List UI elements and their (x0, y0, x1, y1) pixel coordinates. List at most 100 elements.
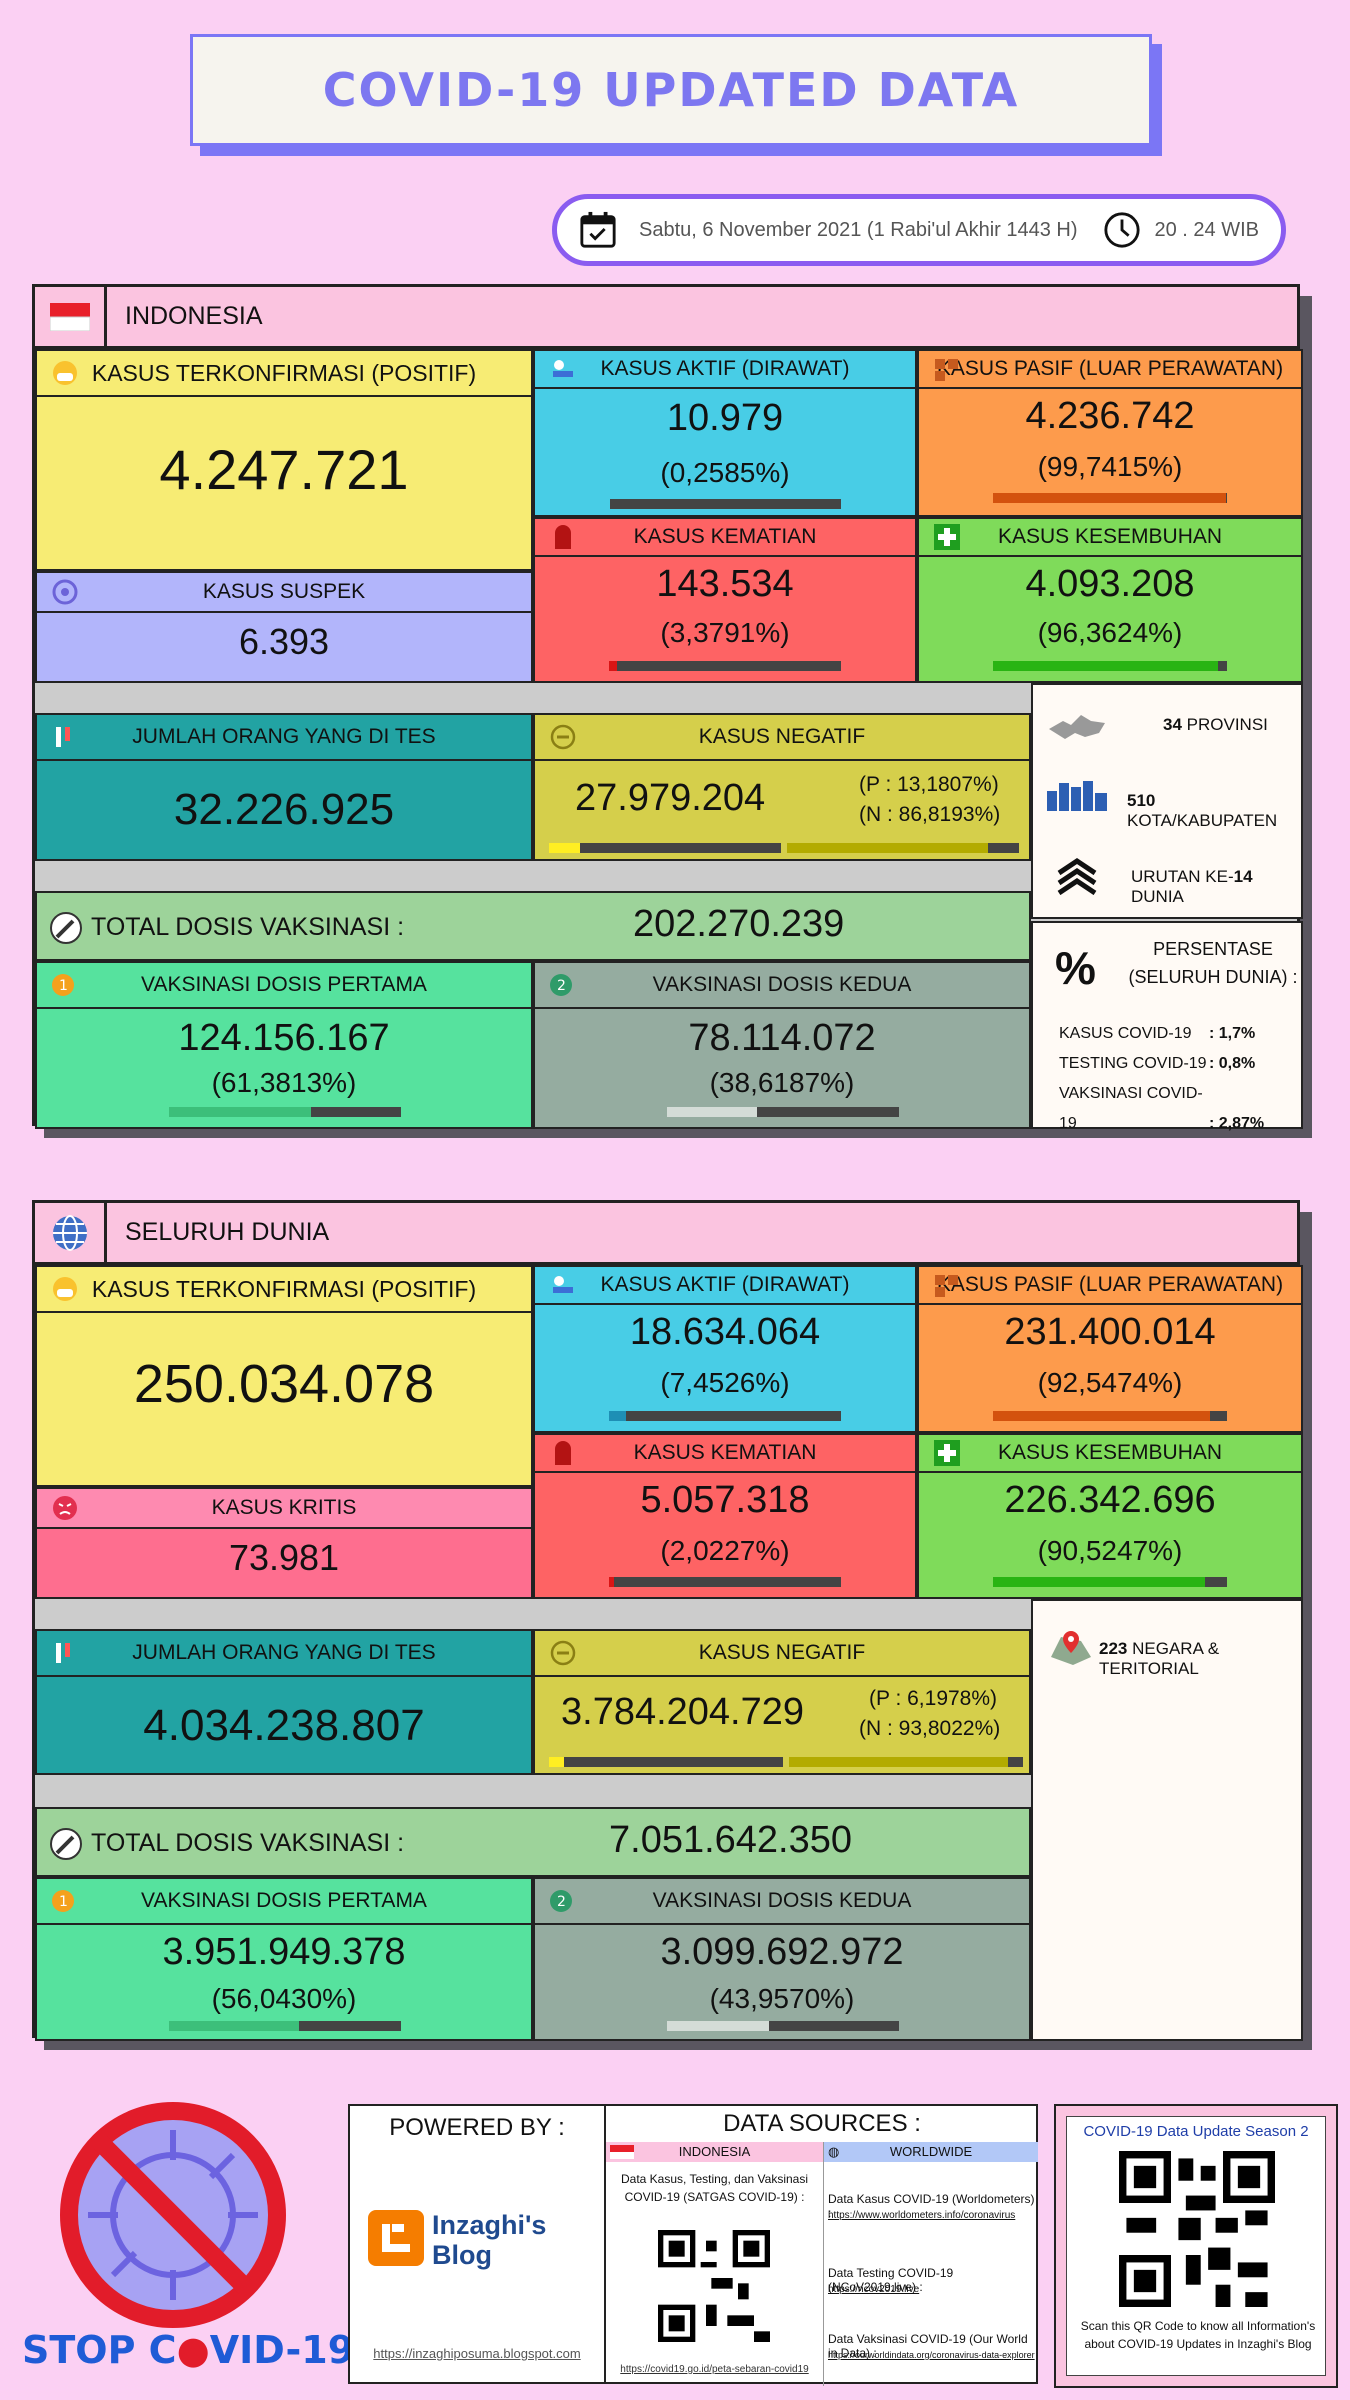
world-deaths-label: KASUS KEMATIAN (633, 1441, 817, 1464)
indonesia-header: INDONESIA (35, 287, 1297, 349)
world-count-num: 223 (1099, 1639, 1128, 1658)
indo-active-value: 10.979 (666, 397, 784, 439)
world-positive-ratio-bar (549, 1757, 783, 1767)
world-negative-ratio-bar (789, 1757, 1023, 1767)
indo-info-box: 34 PROVINSI 510 KOTA/KABUPATEN URUTAN KE… (1031, 683, 1303, 919)
indo-dose1-bar (169, 1107, 401, 1117)
indo-passive-label: KASUS PASIF (LUAR PERAWATAN) (936, 357, 1284, 380)
syringe-icon (50, 1828, 82, 1860)
source-indonesia-url[interactable]: https://covid19.go.id/peta-sebaran-covid… (620, 2364, 809, 2375)
world-dose2-label: VAKSINASI DOSIS KEDUA (652, 1889, 912, 1912)
indo-city-num: 510 (1127, 791, 1156, 810)
source-worldometers-url[interactable]: https://www.worldometers.info/coronaviru… (828, 2210, 1016, 2221)
indo-active-card: KASUS AKTIF (DIRAWAT) 10.979 (0,2585%) (533, 349, 917, 517)
stop-covid-pre: STOP C (22, 2328, 177, 2372)
indo-confirmed-card: KASUS TERKONFIRMASI (POSITIF) 4.247.721 (35, 349, 533, 571)
indo-active-pct: (0,2585%) (660, 457, 790, 488)
vaccine-dose-1-icon: 1 (52, 1890, 74, 1912)
indo-positive-ratio-bar (549, 843, 781, 853)
indo-pct-title2: (SELURUH DUNIA) : (1128, 967, 1298, 987)
time-text: 20 . 24 WIB (1154, 218, 1260, 241)
indo-deaths-pct: (3,3791%) (660, 617, 790, 648)
source-indonesia-desc: Data Kasus, Testing, dan Vaksinasi COVID… (621, 2172, 808, 2204)
world-dose2-bar (667, 2021, 899, 2031)
indo-negative-p: (P : 13,1807%) (859, 773, 999, 796)
page-title: COVID-19 UPDATED DATA (322, 63, 1020, 117)
world-vaccine-total-card: TOTAL DOSIS VAKSINASI : 7.051.642.350 (35, 1807, 1031, 1877)
globe-icon: ◍ (828, 2144, 840, 2159)
patient-bed-icon (553, 1276, 573, 1293)
percent-icon: % (1055, 942, 1096, 994)
vaccine-dose-2-icon: 2 (550, 1890, 572, 1912)
rank-chevron-icon (1057, 857, 1097, 895)
indo-pct-rows: KASUS COVID-19: 1,7% TESTING COVID-19: 0… (1059, 1019, 1264, 1139)
indonesia-flag-icon (610, 2145, 634, 2159)
source-owid-desc: Data Vaksinasi COVID-19 (Our World in Da… (828, 2332, 1028, 2360)
world-dose1-card: 1 VAKSINASI DOSIS PERTAMA 3.951.949.378 (… (35, 1877, 533, 2041)
indo-city-txt: KOTA/KABUPATEN (1127, 811, 1278, 830)
world-tested-value: 4.034.238.807 (143, 1701, 425, 1750)
indonesia-map-icon (1049, 715, 1105, 739)
test-tube-icon (56, 727, 70, 747)
indo-suspect-label: KASUS SUSPEK (202, 580, 366, 603)
indo-tested-card: JUMLAH ORANG YANG DI TES 32.226.925 (35, 713, 533, 861)
world-deaths-value: 5.057.318 (640, 1479, 810, 1521)
syringe-icon (50, 912, 82, 944)
world-passive-pct: (92,5474%) (1037, 1367, 1183, 1398)
world-deaths-card: KASUS KEMATIAN 5.057.318 (2,0227%) (533, 1433, 917, 1599)
world-dose1-pct: (56,0430%) (211, 1983, 357, 2014)
indo-tested-value: 32.226.925 (173, 785, 395, 834)
indo-recovered-card: KASUS KESEMBUHAN 4.093.208 (96,3624%) (917, 517, 1303, 683)
indo-rank-num: 14 (1233, 867, 1253, 886)
medical-cross-icon (934, 524, 960, 550)
world-vaccine-total-label: TOTAL DOSIS VAKSINASI : (91, 1829, 405, 1857)
world-recovered-card: KASUS KESEMBUHAN 226.342.696 (90,5247%) (917, 1433, 1303, 1599)
world-recovered-label: KASUS KESEMBUHAN (997, 1441, 1223, 1464)
vaccine-dose-2-icon: 2 (550, 974, 572, 996)
indo-prov-txt: PROVINSI (1186, 715, 1268, 734)
world-deaths-pct: (2,0227%) (660, 1535, 790, 1566)
virus-o-icon: ● (176, 2328, 210, 2372)
world-confirmed-value: 250.034.078 (133, 1354, 435, 1414)
qr-code-icon[interactable] (1119, 2151, 1275, 2307)
indo-rank-post: DUNIA (1131, 887, 1184, 906)
source-worldwide: ◍ WORLDWIDE Data Kasus COVID-19 (Worldome… (824, 2142, 1038, 2386)
world-recovered-pct: (90,5247%) (1037, 1535, 1183, 1566)
blog-url-link[interactable]: https://inzaghiposuma.blogspot.com (373, 2346, 581, 2361)
source-worldwide-header: ◍ WORLDWIDE (824, 2142, 1038, 2162)
pct-row-label: TESTING COVID-19 (1059, 1055, 1207, 1072)
world-recovered-value: 226.342.696 (1004, 1479, 1216, 1521)
pct-row-value: : 1,7% (1209, 1025, 1256, 1042)
world-panel: SELURUH DUNIA KASUS TERKONFIRMASI (POSIT… (32, 1200, 1303, 2041)
world-negative-p: (P : 6,1978%) (869, 1687, 998, 1710)
indonesia-label: INDONESIA (125, 302, 263, 330)
clock-icon (1103, 212, 1140, 248)
indo-tested-label: JUMLAH ORANG YANG DI TES (132, 725, 436, 748)
indo-dose1-pct: (61,3813%) (211, 1067, 357, 1098)
home-quarantine-icon (935, 359, 958, 381)
svg-text:1: 1 (59, 978, 68, 994)
source-owid-url[interactable]: https://ourworldindata.org/coronavirus-d… (828, 2350, 1035, 2360)
pct-row-value: : 0,8% (1209, 1055, 1256, 1072)
world-dose2-card: 2 VAKSINASI DOSIS KEDUA 3.099.692.972 (43… (533, 1877, 1031, 2041)
indo-suspect-value: 6.393 (238, 621, 330, 662)
indo-deaths-bar (609, 661, 841, 671)
source-worldometers-desc: Data Kasus COVID-19 (Worldometers) : (828, 2192, 1035, 2220)
source-indonesia-label: INDONESIA (678, 2144, 751, 2159)
globe-icon (52, 1214, 87, 1251)
source-worldwide-label: WORLDWIDE (889, 2144, 973, 2159)
world-negative-n: (N : 93,8022%) (859, 1717, 1001, 1740)
source-indonesia-header: INDONESIA (606, 2142, 823, 2162)
indo-dose2-label: VAKSINASI DOSIS KEDUA (652, 973, 912, 996)
world-active-card: KASUS AKTIF (DIRAWAT) 18.634.064 (7,4526… (533, 1265, 917, 1433)
indo-percentage-box: % PERSENTASE (SELURUH DUNIA) : KASUS COV… (1031, 921, 1303, 1132)
page-title-box: COVID-19 UPDATED DATA (190, 34, 1152, 146)
calendar-icon (580, 211, 616, 248)
world-dose1-bar (169, 2021, 401, 2031)
source-ncov-url[interactable]: https://ncov2019.live (828, 2284, 920, 2295)
indo-negative-label: KASUS NEGATIF (698, 725, 866, 748)
indo-deaths-label: KASUS KEMATIAN (633, 525, 817, 548)
indo-active-bar (609, 499, 841, 509)
indo-pct-title1: PERSENTASE (1153, 939, 1273, 959)
indonesia-panel: INDONESIA KASUS TERKONFIRMASI (POSITIF) … (32, 284, 1303, 1132)
